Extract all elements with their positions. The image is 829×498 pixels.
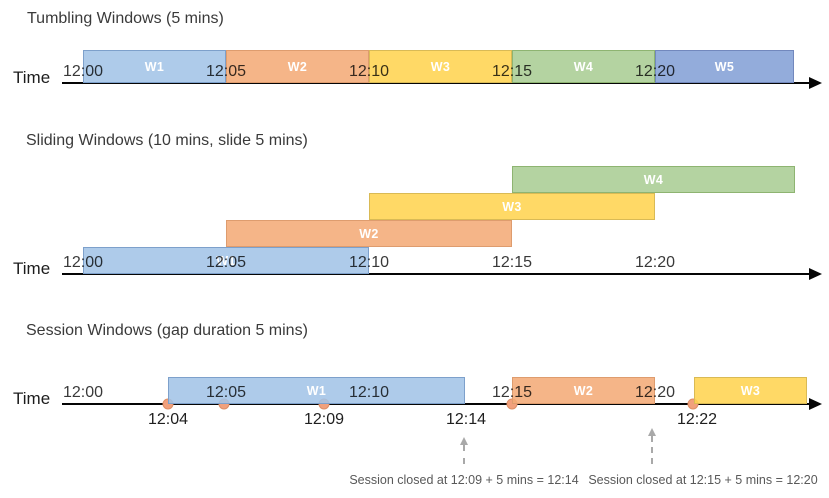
axis-arrowhead-icon [809,77,822,89]
window-tumbling-w3: W3 [369,50,512,83]
window-label: W2 [287,59,308,74]
axis-arrowhead-icon [809,398,822,410]
annotation-text: Session closed at 12:15 + 5 mins = 12:20 [588,473,818,487]
window-label: W3 [740,383,761,398]
window-tumbling-w4: W4 [512,50,655,83]
window-label: W3 [430,59,451,74]
annotation-dashed-line [651,436,653,464]
tick-label: 12:00 [62,254,104,271]
time-axis-line [62,403,811,405]
time-axis-label: Time [13,68,51,87]
window-sliding-w4: W4 [512,166,795,193]
window-sliding-w1: W1 [83,247,369,274]
tick-label: 12:15 [491,63,533,80]
window-tumbling-w1: W1 [83,50,226,83]
section-title-session: Session Windows (gap duration 5 mins) [26,322,308,339]
window-label: W4 [643,172,664,187]
time-axis-line [62,273,811,275]
window-label: W1 [306,383,327,398]
axis-arrowhead-icon [809,268,822,280]
time-axis-label: Time [13,259,51,278]
tick-label: 12:10 [348,384,390,401]
tick-label: 12:00 [62,63,104,80]
event-time-label: 12:04 [147,411,189,428]
tick-label: 12:00 [62,384,104,401]
time-axis-line [62,82,811,84]
event-time-label: 12:09 [303,411,345,428]
annotation-up-arrow-icon [460,437,468,445]
window-sliding-w2: W2 [226,220,512,247]
window-label: W1 [144,59,165,74]
tick-label: 12:05 [205,384,247,401]
window-label: W5 [714,59,735,74]
tick-label: 12:20 [634,254,676,271]
window-session-w2: W2 [512,377,655,404]
tick-label: 12:15 [491,384,533,401]
event-time-label: 12:14 [445,411,487,428]
annotation-up-arrow-icon [648,428,656,436]
annotation-text: Session closed at 12:09 + 5 mins = 12:14 [349,473,579,487]
time-axis-label: Time [13,389,51,408]
tick-label: 12:20 [634,384,676,401]
section-title-sliding: Sliding Windows (10 mins, slide 5 mins) [26,132,308,149]
tick-label: 12:20 [634,63,676,80]
window-label: W4 [573,59,594,74]
section-title-tumbling: Tumbling Windows (5 mins) [27,10,224,27]
window-sliding-w3: W3 [369,193,655,220]
tick-label: 12:10 [348,63,390,80]
window-tumbling-w5: W5 [655,50,794,83]
tick-label: 12:05 [205,63,247,80]
window-tumbling-w2: W2 [226,50,369,83]
event-dot [687,398,699,410]
window-label: W1 [216,253,236,268]
window-session-w3: W3 [694,377,807,404]
window-session-w1: W1 [168,377,465,404]
event-time-label: 12:22 [676,411,718,428]
tick-label: 12:15 [491,254,533,271]
window-label: W3 [502,199,522,214]
tick-label: 12:10 [348,254,390,271]
window-label: W2 [573,383,594,398]
annotation-dashed-line [463,445,465,464]
window-label: W2 [359,226,379,241]
tick-label: 12:05 [205,254,247,271]
